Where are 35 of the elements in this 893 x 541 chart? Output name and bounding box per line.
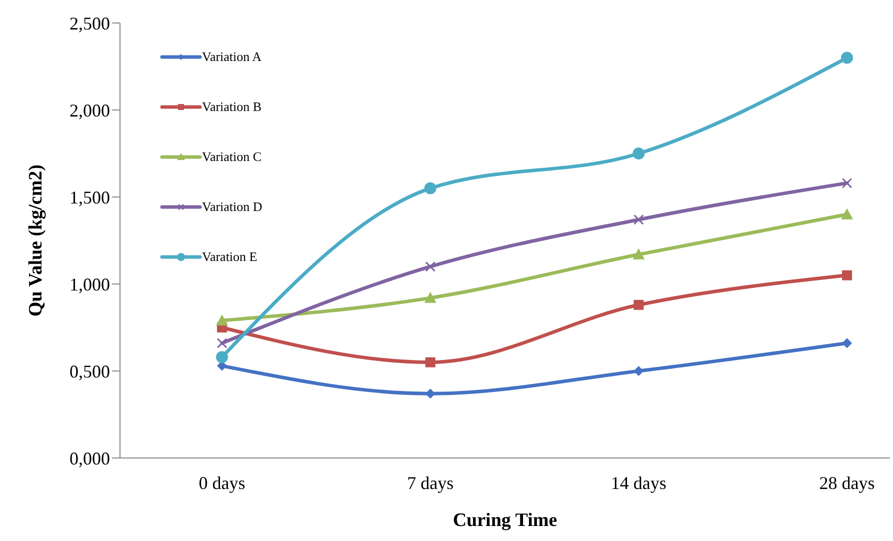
point bbox=[841, 208, 853, 220]
y-tick-label: 2,500 bbox=[70, 13, 110, 34]
legend-label: Varation E bbox=[202, 249, 258, 265]
point bbox=[216, 351, 228, 364]
point bbox=[634, 366, 644, 376]
point bbox=[216, 314, 228, 326]
point bbox=[634, 214, 644, 225]
point bbox=[841, 52, 853, 64]
point bbox=[842, 178, 852, 188]
y-tick-label: 2,000 bbox=[70, 100, 110, 120]
y-tick-label: 1,000 bbox=[70, 274, 110, 294]
point bbox=[842, 338, 852, 348]
point bbox=[424, 182, 436, 194]
legend-label: Variation D bbox=[202, 199, 262, 215]
point bbox=[425, 388, 436, 399]
point bbox=[425, 262, 436, 272]
point bbox=[632, 248, 645, 260]
x-axis-title: Curing Time bbox=[452, 510, 558, 531]
x-tick-label: 0 days bbox=[198, 472, 246, 493]
y-tick-label: 1,500 bbox=[70, 187, 110, 208]
point bbox=[842, 270, 852, 280]
x-tick-label: 28 days bbox=[819, 472, 875, 493]
legend-label: Variation A bbox=[202, 49, 262, 65]
point bbox=[217, 338, 227, 348]
point bbox=[632, 148, 645, 160]
legend-label: Variation B bbox=[202, 99, 262, 115]
legend-label: Variation C bbox=[202, 149, 262, 165]
point bbox=[425, 357, 436, 368]
y-tick-label: 0,500 bbox=[70, 361, 110, 382]
x-tick-label: 14 days bbox=[610, 472, 666, 493]
y-axis-title: Qu Value (kg/cm2) bbox=[26, 164, 47, 317]
point bbox=[634, 300, 644, 310]
point bbox=[424, 292, 436, 303]
y-tick-label: 0,000 bbox=[70, 448, 110, 468]
x-tick-label: 7 days bbox=[407, 472, 454, 493]
